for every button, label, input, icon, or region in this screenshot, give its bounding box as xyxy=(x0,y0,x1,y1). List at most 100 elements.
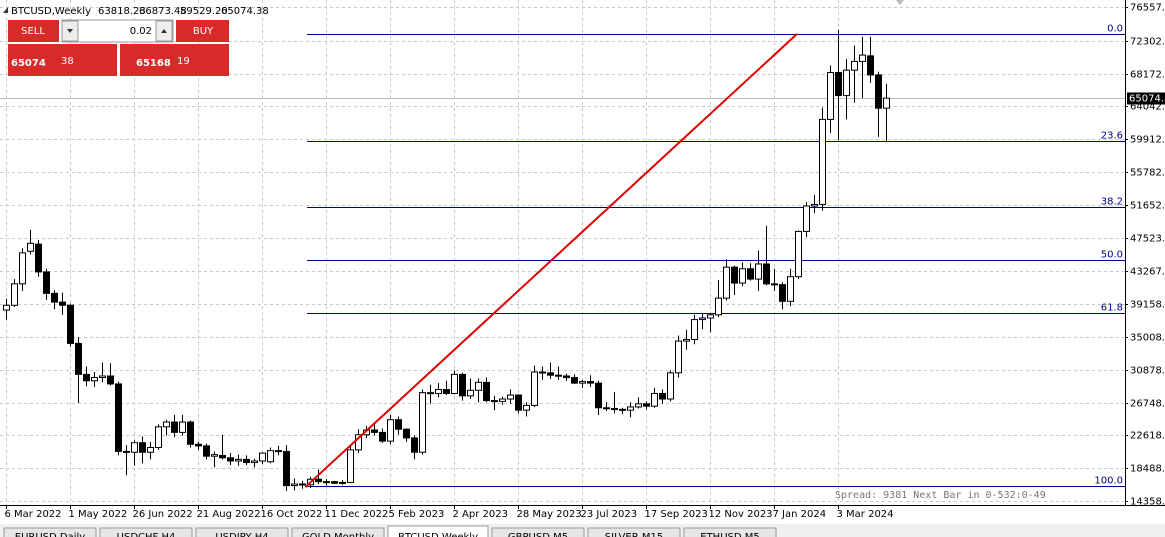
candle-body xyxy=(835,72,842,97)
candle-body xyxy=(723,266,730,299)
candle-body xyxy=(99,375,106,379)
candle-body xyxy=(459,373,466,397)
candle-body xyxy=(843,69,850,97)
candle-body xyxy=(851,60,858,71)
candle-body xyxy=(587,381,594,384)
candle-body xyxy=(715,297,722,316)
candle-body xyxy=(19,252,26,285)
candle-body xyxy=(611,408,618,411)
candle-body xyxy=(819,118,826,205)
y-tick-label: 14358.20 xyxy=(1130,497,1165,508)
candle-body xyxy=(531,371,538,406)
sell-button[interactable] xyxy=(8,20,59,42)
candle-body xyxy=(771,283,778,286)
candle-body xyxy=(755,263,762,280)
y-tick-label: 30878.70 xyxy=(1130,366,1165,377)
sell-label: SELL xyxy=(21,26,45,37)
candle-body xyxy=(163,421,170,428)
candle-body xyxy=(651,392,658,407)
candle-body xyxy=(731,266,738,284)
fib-label: 0.0 xyxy=(1107,24,1123,35)
candle-body xyxy=(595,382,602,409)
x-tick-label: 23 Jul 2023 xyxy=(581,509,638,520)
tab-label: SILVER,M15 xyxy=(605,532,663,537)
tab[interactable] xyxy=(291,527,385,537)
tab[interactable] xyxy=(683,527,777,537)
tabs: EURUSD,Daily USDCHF,H4 USDJPY,H4 GOLD,Month… xyxy=(3,525,777,537)
candle-body xyxy=(259,452,266,462)
candle-body xyxy=(579,381,586,384)
candle-body xyxy=(315,478,322,483)
candle-body xyxy=(219,454,226,459)
candle-body xyxy=(387,419,394,442)
plot-layer: 0.0 23.6 38.2 50.0 61.8 100.0 xyxy=(0,24,1125,492)
buy-button[interactable] xyxy=(176,20,229,42)
y-tick-label: 35008.70 xyxy=(1130,333,1165,344)
candle-body xyxy=(827,72,834,120)
x-tick-label: 5 Feb 2023 xyxy=(389,509,445,520)
x-tick-label: 2 Apr 2023 xyxy=(453,509,508,520)
tab[interactable] xyxy=(3,527,97,537)
fib-label: 100.0 xyxy=(1094,476,1123,487)
y-tick-label: 47523.00 xyxy=(1130,234,1165,245)
sell-price-big: 38 xyxy=(61,56,74,67)
fib-label: 38.2 xyxy=(1101,197,1123,208)
candle-body xyxy=(811,203,818,207)
candle-body xyxy=(883,97,890,109)
candle-body xyxy=(619,408,626,411)
buy-label: BUY xyxy=(193,26,214,37)
header-icon xyxy=(3,7,8,13)
candle-body xyxy=(35,243,42,273)
candle-body xyxy=(659,392,666,400)
buy-price-box[interactable] xyxy=(120,44,229,76)
tab[interactable] xyxy=(195,527,289,537)
candle-body xyxy=(803,205,810,232)
fib-label: 61.8 xyxy=(1101,303,1123,314)
candle-body xyxy=(523,404,530,411)
candle-body xyxy=(267,450,274,463)
x-tick-label: 21 Aug 2022 xyxy=(197,509,261,520)
candle-body xyxy=(299,483,306,486)
candle-body xyxy=(491,400,498,403)
candle-body xyxy=(563,375,570,379)
candle-body xyxy=(467,389,474,397)
y-tick-label: 51652.70 xyxy=(1130,201,1165,212)
tab[interactable] xyxy=(587,527,681,537)
candle-body xyxy=(403,428,410,439)
candle-body xyxy=(515,394,522,411)
tab[interactable] xyxy=(99,527,193,537)
candle-body xyxy=(627,406,634,411)
candle-body xyxy=(643,403,650,407)
tab-label: USDCHF,H4 xyxy=(117,532,176,537)
x-tick-label: 6 Mar 2022 xyxy=(5,509,62,520)
header-high: 66873.48 xyxy=(139,6,187,17)
candle-body xyxy=(451,373,458,394)
candle-body xyxy=(59,301,66,306)
sell-price-box[interactable] xyxy=(8,44,117,76)
buy-price-big: 19 xyxy=(177,56,190,67)
candle-body xyxy=(675,340,682,374)
trendline xyxy=(304,33,798,488)
x-tick-label: 16 Oct 2022 xyxy=(261,509,323,520)
tab[interactable] xyxy=(387,525,489,537)
x-tick-label: 3 Mar 2024 xyxy=(837,509,894,520)
header-symbol: BTCUSD,Weekly xyxy=(11,6,91,17)
buy-price-main: 65168 xyxy=(136,58,171,69)
candle-body xyxy=(419,392,426,453)
y-tick-label: 59912.70 xyxy=(1130,135,1165,146)
candle-body xyxy=(427,392,434,395)
candle-body xyxy=(179,421,186,433)
x-tick-label: 12 Nov 2023 xyxy=(709,509,773,520)
fib-label: 50.0 xyxy=(1101,250,1123,261)
y-tick-label: 64042.70 xyxy=(1130,102,1165,113)
candle-body xyxy=(235,458,242,462)
candle-body xyxy=(323,481,330,484)
candle-body xyxy=(331,481,338,484)
lot-value: 0.02 xyxy=(130,26,152,37)
candle-body xyxy=(51,292,58,303)
tab[interactable] xyxy=(491,527,585,537)
candle-body xyxy=(475,381,482,391)
x-tick-label: 7 Jan 2024 xyxy=(773,509,827,520)
candle-body xyxy=(171,421,178,433)
